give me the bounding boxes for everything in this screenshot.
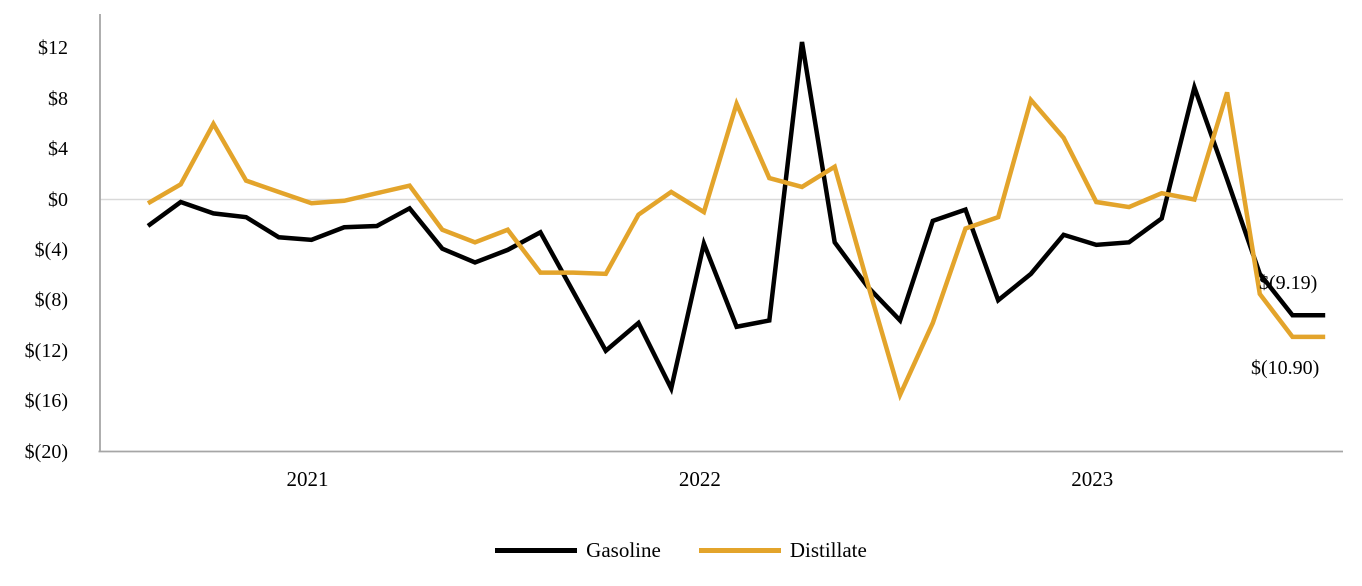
y-tick-0: $0 <box>48 188 68 211</box>
gasoline-line <box>146 41 1326 396</box>
legend-label-distillate: Distillate <box>789 538 867 562</box>
distillate-line-swatch <box>698 547 781 553</box>
y-tick-4: $4 <box>48 138 68 161</box>
y-tick-12: $(12) <box>24 339 68 362</box>
gasoline-line-swatch <box>495 547 578 553</box>
legend-label-gasoline: Gasoline <box>586 538 661 562</box>
y-tick-8: $(8) <box>34 289 68 312</box>
legend-item-distillate: Distillate <box>698 537 867 563</box>
distillate-end-value-label: $(10.90) <box>1251 357 1320 379</box>
distillate-line <box>146 91 1326 402</box>
legend-item-gasoline: Gasoline <box>495 537 661 563</box>
x-tick-2023: 2023 <box>1071 467 1114 491</box>
y-tick-4: $(4) <box>34 238 68 261</box>
x-tick-2022: 2022 <box>678 467 721 491</box>
x-tick-2021: 2021 <box>286 467 329 491</box>
y-tick-8: $8 <box>48 87 68 110</box>
y-tick-20: $(20) <box>24 440 68 463</box>
y-tick-16: $(16) <box>24 390 68 413</box>
legend: Gasoline Distillate <box>0 536 1362 564</box>
gasoline-end-value-label: $(9.19) <box>1259 272 1318 294</box>
y-tick-12: $12 <box>38 37 68 60</box>
